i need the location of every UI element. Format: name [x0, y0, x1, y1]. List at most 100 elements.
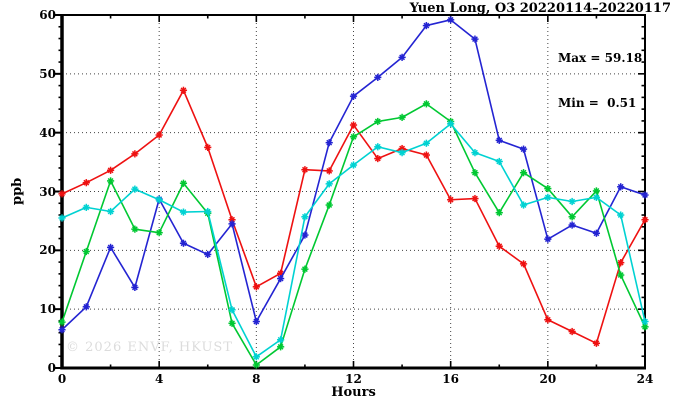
marker-blue: [422, 21, 430, 30]
marker-cyan: [106, 207, 115, 216]
marker-red: [179, 86, 188, 94]
marker-blue: [131, 283, 139, 291]
marker-green: [592, 187, 601, 195]
marker-blue: [447, 16, 455, 24]
max-min-stats: Max = 59.18 Min = 0.51: [558, 21, 642, 141]
series-cyan: [58, 120, 649, 361]
marker-cyan: [592, 193, 601, 201]
marker-cyan: [422, 139, 430, 147]
marker-green: [495, 209, 503, 217]
marker-green: [617, 271, 625, 279]
marker-red: [519, 260, 528, 268]
marker-green: [568, 213, 576, 221]
marker-red: [349, 121, 358, 129]
marker-green: [398, 113, 406, 121]
marker-blue: [495, 136, 503, 144]
marker-green: [349, 133, 358, 141]
marker-red: [204, 143, 212, 151]
marker-blue: [568, 221, 576, 229]
marker-red: [301, 166, 309, 174]
marker-red: [592, 339, 601, 347]
x-tick-label: 0: [57, 372, 67, 386]
marker-cyan: [471, 149, 479, 157]
marker-red: [131, 150, 139, 158]
marker-cyan: [179, 208, 188, 216]
marker-cyan: [568, 197, 576, 206]
marker-cyan: [82, 203, 90, 211]
marker-blue: [349, 92, 358, 100]
marker-green: [325, 201, 333, 209]
marker-cyan: [447, 120, 455, 128]
marker-blue: [58, 326, 66, 334]
marker-cyan: [349, 161, 358, 169]
marker-green: [155, 229, 163, 237]
marker-cyan: [519, 201, 528, 209]
marker-red: [106, 166, 115, 174]
y-tick-label: 30: [39, 184, 56, 199]
marker-blue: [82, 303, 90, 311]
marker-blue: [641, 191, 649, 199]
marker-blue: [204, 250, 212, 259]
marker-blue: [228, 220, 236, 228]
marker-cyan: [252, 353, 260, 361]
y-tick-label: 40: [39, 125, 56, 140]
marker-green: [252, 361, 260, 369]
marker-red: [374, 154, 382, 163]
x-tick-label: 4: [154, 372, 164, 386]
marker-red: [252, 283, 260, 291]
min-value-label: Min = 0.51: [558, 96, 637, 110]
marker-red: [422, 151, 430, 159]
marker-cyan: [495, 157, 503, 166]
marker-red: [155, 131, 163, 139]
marker-cyan: [641, 317, 649, 326]
y-tick-label: 10: [39, 302, 56, 317]
marker-red: [447, 196, 455, 204]
y-tick-label: 0: [47, 361, 56, 375]
marker-green: [519, 169, 528, 177]
marker-red: [617, 259, 625, 267]
marker-green: [106, 177, 115, 185]
marker-cyan: [277, 336, 285, 344]
y-tick-label: 20: [39, 243, 56, 258]
series-green: [58, 100, 649, 369]
marker-green: [374, 117, 382, 126]
x-tick-label: 20: [539, 372, 557, 386]
marker-green: [277, 343, 285, 351]
marker-cyan: [228, 306, 236, 314]
marker-green: [58, 318, 66, 326]
marker-green: [131, 225, 139, 233]
marker-blue: [106, 243, 115, 251]
marker-green: [82, 247, 90, 256]
marker-cyan: [617, 211, 625, 219]
x-tick-label: 16: [442, 372, 459, 386]
watermark: © 2026 ENVF, HKUST: [66, 340, 233, 355]
marker-red: [495, 242, 503, 250]
marker-cyan: [131, 185, 139, 193]
marker-red: [82, 179, 90, 187]
marker-blue: [398, 53, 406, 61]
marker-red: [325, 167, 333, 175]
series-red: [58, 86, 649, 347]
marker-green: [179, 179, 188, 187]
marker-cyan: [155, 196, 163, 204]
marker-cyan: [325, 180, 333, 188]
gridlines: [62, 15, 645, 368]
marker-blue: [252, 317, 260, 326]
marker-green: [422, 100, 430, 108]
marker-green: [228, 319, 236, 327]
max-value-label: Max = 59.18: [558, 51, 643, 65]
marker-blue: [617, 183, 625, 191]
marker-red: [58, 190, 66, 198]
marker-cyan: [204, 207, 212, 216]
marker-cyan: [301, 213, 309, 221]
x-tick-label: 8: [252, 372, 261, 386]
marker-blue: [325, 139, 333, 147]
marker-red: [568, 327, 576, 336]
marker-blue: [374, 73, 382, 81]
marker-red: [641, 216, 649, 224]
y-tick-label: 50: [39, 66, 56, 81]
marker-green: [544, 184, 552, 193]
marker-blue: [544, 235, 552, 243]
x-axis-label: Hours: [331, 385, 376, 400]
